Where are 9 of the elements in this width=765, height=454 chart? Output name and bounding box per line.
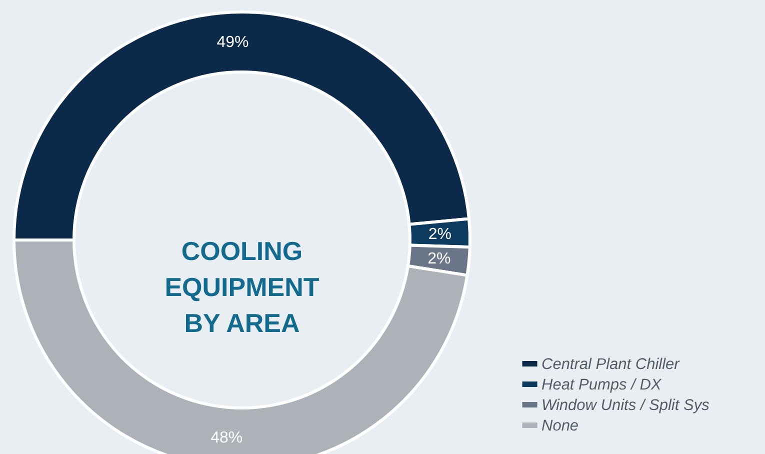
legend-label: Window Units / Split Sys [542,396,710,414]
data-label: 48% [210,429,243,446]
data-label: 2% [428,250,451,268]
legend-label: Central Plant Chiller [542,356,680,373]
text: COOLING EQUIPMENT BY AREA [164,236,320,338]
legend-label: Heat Pumps / DX [542,376,662,394]
data-label: 49% [216,34,249,52]
data-label: 2% [428,226,452,243]
legend-label: None [542,417,579,434]
